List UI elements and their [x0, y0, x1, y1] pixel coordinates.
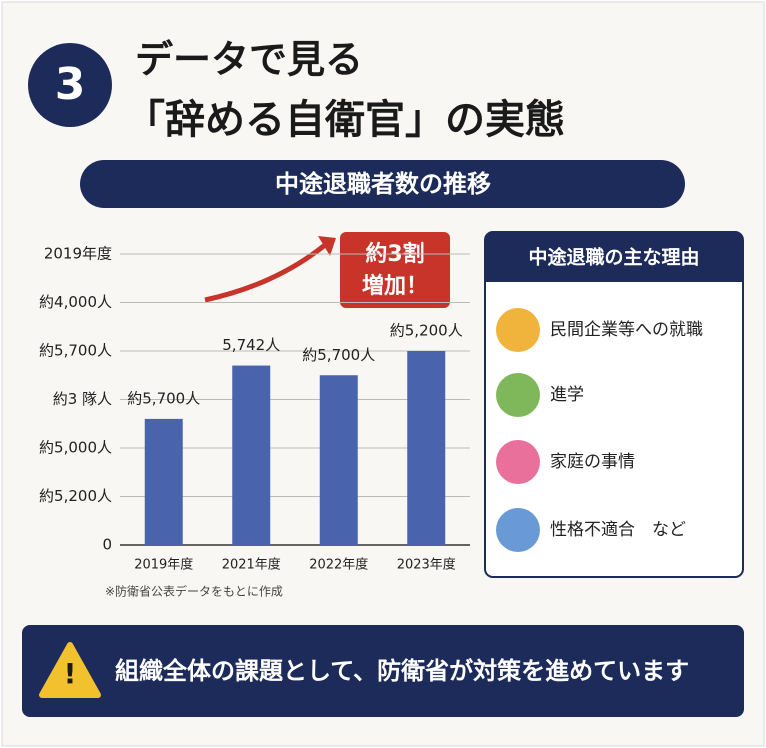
- bar-label: 約5,700人: [302, 346, 375, 364]
- bar-label: 約5,200人: [390, 322, 463, 340]
- reason-item: 性格不適合 など: [550, 520, 686, 540]
- reason-item: 家庭の事情: [550, 452, 635, 472]
- reason-item: 進学: [550, 385, 584, 405]
- bar: [319, 375, 358, 545]
- x-tick-label: 2023年度: [397, 557, 456, 573]
- section-pill: [80, 160, 685, 208]
- x-tick-label: 2021年度: [222, 557, 281, 573]
- reason-item: 民間企業等への就職: [550, 320, 703, 340]
- title-line: データで見る: [135, 38, 363, 82]
- reason-icon: [496, 373, 540, 417]
- bar: [407, 351, 446, 545]
- bar-label: 5,742人: [222, 336, 280, 354]
- reasons-title: 中途退職の主な理由: [528, 246, 699, 269]
- footer-text: 組織全体の課題として、防衛省が対策を進めています: [115, 657, 689, 685]
- number: 3: [55, 59, 86, 110]
- source-note: ※防衛省公表データをもとに作成: [105, 584, 283, 599]
- callout-text: 増加！: [362, 273, 428, 299]
- reason-icon: [496, 308, 540, 352]
- x-tick-label: 2019年度: [134, 557, 193, 573]
- number-badge: [28, 43, 112, 127]
- section-title: 中途退職者数の推移: [275, 170, 491, 198]
- warning-mark: !: [64, 657, 77, 690]
- y-tick-label: 約3 隊人: [53, 390, 112, 408]
- reason-icon: [496, 440, 540, 484]
- y-tick-label: 0: [102, 536, 112, 554]
- y-tick-label: 約5,200人: [39, 487, 112, 505]
- reasons-header: [485, 232, 743, 282]
- y-tick-label: 2019年度: [44, 245, 112, 263]
- bar-label: 約5,700人: [127, 389, 200, 407]
- arrow-head: [318, 236, 336, 256]
- y-tick-label: 約5,700人: [39, 342, 112, 360]
- y-tick-label: 約5,000人: [39, 439, 112, 457]
- bar: [232, 365, 271, 545]
- callout-box: [340, 232, 450, 308]
- x-tick-label: 2022年度: [309, 557, 368, 573]
- title-line: 「辞める自衛官」の実態: [125, 97, 565, 143]
- warning-icon: [39, 642, 101, 698]
- y-tick-label: 約4,000人: [39, 293, 112, 311]
- footer-banner: [22, 625, 744, 717]
- reason-icon: [496, 508, 540, 552]
- bar: [144, 418, 183, 545]
